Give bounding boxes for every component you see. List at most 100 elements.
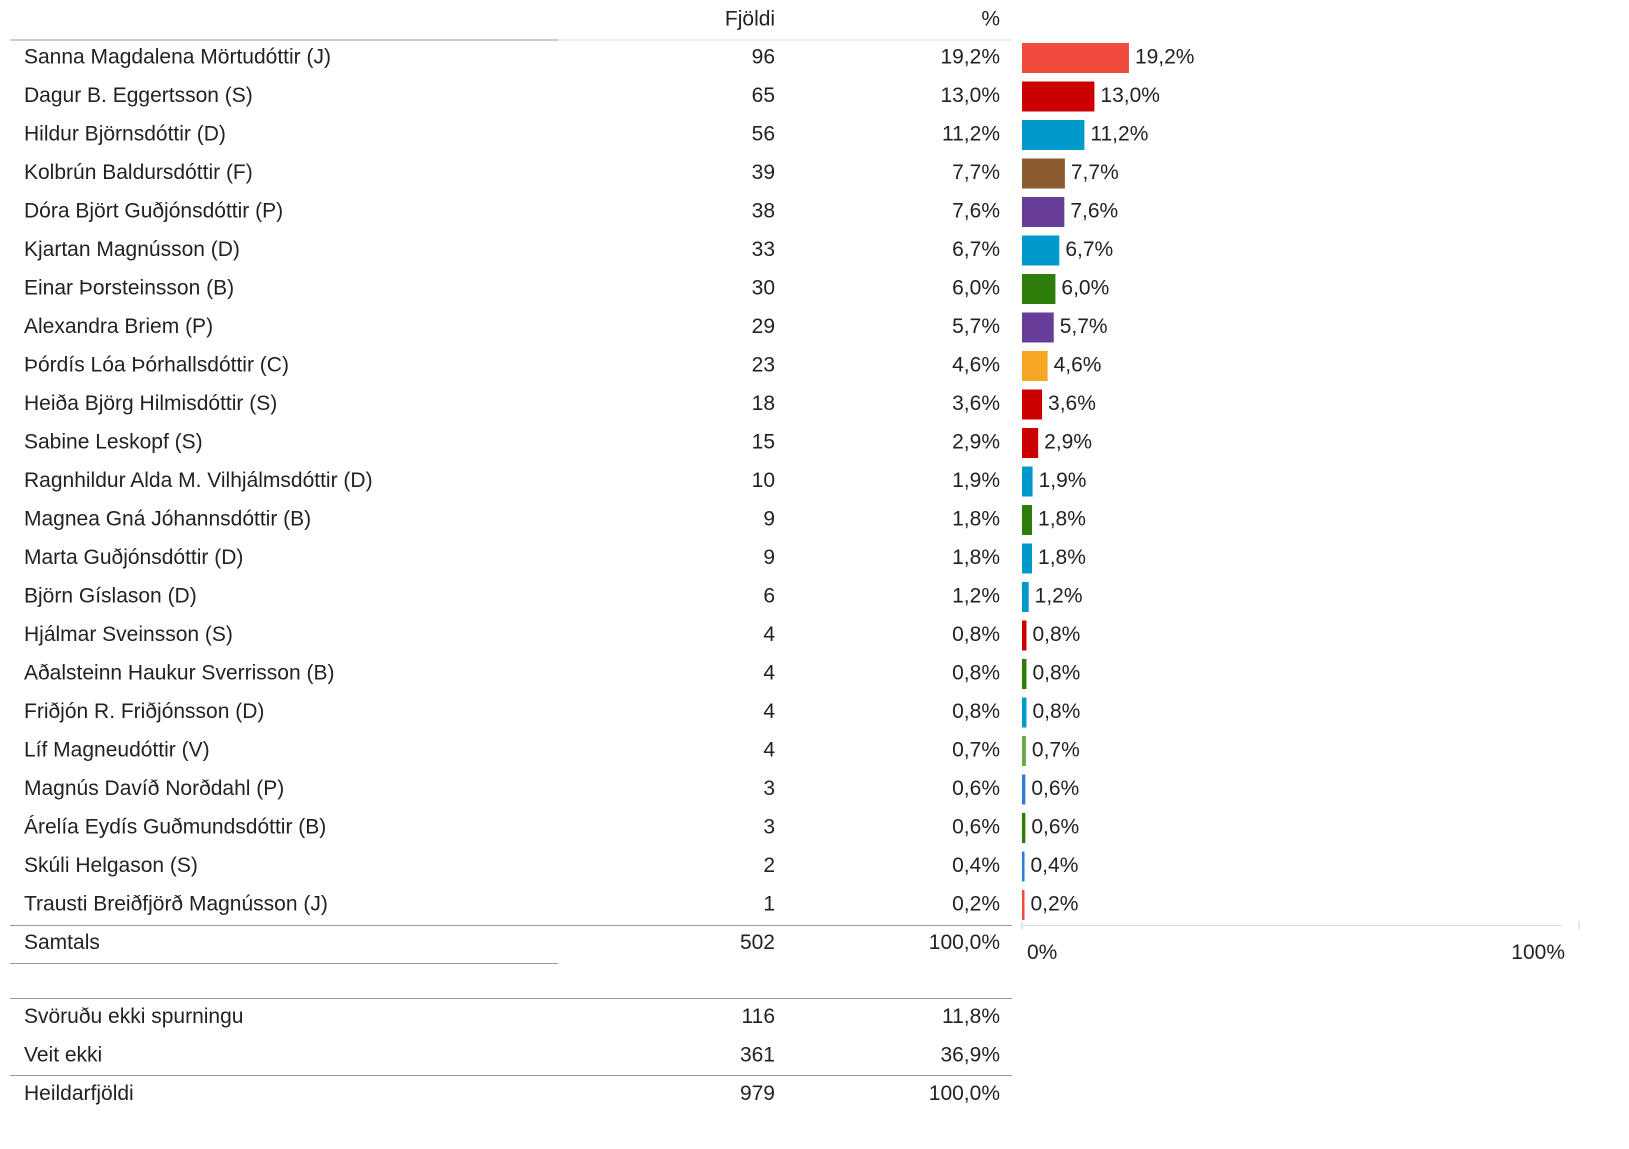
row-label: Skúli Helgason (S) [24, 854, 198, 877]
count-cell: 96 [752, 46, 775, 69]
bar-label: 3,6% [1048, 392, 1096, 415]
bar-label: 7,7% [1071, 161, 1119, 184]
bar-label: 13,0% [1100, 84, 1160, 107]
row-label: Marta Guðjónsdóttir (D) [24, 546, 243, 569]
count-cell: 4 [763, 700, 775, 723]
bar [1022, 81, 1095, 112]
count-cell: 33 [752, 238, 775, 261]
count-cell: 65 [752, 84, 775, 107]
bar-label: 7,6% [1070, 200, 1118, 223]
row-label: Björn Gíslason (D) [24, 585, 197, 608]
percent-cell: 100,0% [929, 1082, 1000, 1105]
bar [1022, 736, 1026, 766]
row-label: Heildarfjöldi [24, 1082, 134, 1105]
bar-label: 1,8% [1038, 508, 1086, 531]
count-cell: 30 [752, 277, 775, 300]
percent-cell: 2,9% [952, 431, 1000, 454]
count-cell: 979 [740, 1082, 775, 1105]
row-label: Ragnhildur Alda M. Vilhjálmsdóttir (D) [24, 469, 373, 492]
percent-cell: 100,0% [929, 931, 1000, 954]
row-label: Einar Þorsteinsson (B) [24, 277, 234, 300]
row-label: Hjálmar Sveinsson (S) [24, 623, 233, 646]
bar [1022, 197, 1065, 227]
percent-cell: 4,6% [952, 354, 1000, 377]
bar-label: 6,7% [1065, 238, 1113, 261]
count-cell: 39 [752, 161, 775, 184]
row-label: Svöruðu ekki spurningu [24, 1005, 243, 1028]
bar [1022, 851, 1025, 882]
count-cell: 56 [752, 123, 775, 146]
row-label: Þórdís Lóa Þórhallsdóttir (C) [24, 354, 289, 377]
count-cell: 4 [763, 662, 775, 685]
percent-cell: 0,8% [952, 700, 1000, 723]
bar-label: 2,9% [1044, 431, 1092, 454]
percent-cell: 13,0% [940, 84, 1000, 107]
bar-label: 1,2% [1035, 585, 1083, 608]
percent-cell: 0,4% [952, 854, 1000, 877]
bar-label: 0,8% [1032, 662, 1080, 685]
row-label: Árelía Eydís Guðmundsdóttir (B) [24, 816, 326, 839]
bar-label: 0,6% [1031, 816, 1079, 839]
count-cell: 3 [763, 777, 775, 800]
bar [1022, 120, 1085, 150]
bar [1022, 697, 1027, 728]
x-tick-label: 0% [1027, 941, 1057, 964]
percent-cell: 7,6% [952, 200, 1000, 223]
percent-cell: 5,7% [952, 315, 1000, 338]
row-label: Dagur B. Eggertsson (S) [24, 84, 253, 107]
percent-cell: 0,8% [952, 623, 1000, 646]
row-label: Friðjón R. Friðjónsson (D) [24, 700, 264, 723]
row-label: Samtals [24, 931, 100, 954]
bar-label: 0,8% [1032, 700, 1080, 723]
column-header: % [981, 8, 1000, 31]
row-label: Hildur Björnsdóttir (D) [24, 123, 226, 146]
count-cell: 9 [763, 546, 775, 569]
column-header: Fjöldi [725, 8, 775, 31]
count-cell: 3 [763, 816, 775, 839]
bar [1022, 351, 1048, 381]
percent-cell: 6,7% [952, 238, 1000, 261]
bar-label: 0,4% [1031, 854, 1079, 877]
percent-cell: 11,8% [942, 1005, 1000, 1028]
bar-label: 19,2% [1135, 46, 1195, 69]
percent-cell: 19,2% [940, 46, 1000, 69]
bar [1022, 466, 1033, 497]
bar [1022, 813, 1026, 843]
percent-cell: 1,9% [952, 469, 1000, 492]
count-cell: 23 [752, 354, 775, 377]
count-cell: 15 [752, 431, 775, 454]
count-cell: 38 [752, 200, 775, 223]
bar [1022, 235, 1060, 266]
bar [1022, 312, 1054, 343]
row-label: Heiða Björg Hilmisdóttir (S) [24, 392, 277, 415]
row-label: Dóra Björt Guðjónsdóttir (P) [24, 200, 283, 223]
bar [1022, 158, 1065, 189]
percent-cell: 0,6% [952, 816, 1000, 839]
bar-label: 6,0% [1061, 277, 1109, 300]
bar-label: 1,9% [1039, 469, 1087, 492]
count-cell: 4 [763, 623, 775, 646]
bar-label: 4,6% [1054, 354, 1102, 377]
bar-label: 1,8% [1038, 546, 1086, 569]
row-label: Veit ekki [24, 1044, 102, 1067]
count-cell: 502 [740, 931, 775, 954]
percent-cell: 0,2% [952, 893, 1000, 916]
percent-cell: 0,7% [952, 739, 1000, 762]
percent-cell: 1,8% [952, 546, 1000, 569]
percent-cell: 6,0% [952, 277, 1000, 300]
count-cell: 9 [763, 508, 775, 531]
percent-cell: 0,8% [952, 662, 1000, 685]
count-cell: 6 [763, 585, 775, 608]
bar [1022, 774, 1026, 805]
percent-cell: 36,9% [940, 1044, 1000, 1067]
bar [1022, 543, 1033, 574]
bar [1022, 620, 1027, 651]
percent-cell: 0,6% [952, 777, 1000, 800]
bar [1022, 389, 1043, 420]
row-label: Sabine Leskopf (S) [24, 431, 203, 454]
count-cell: 29 [752, 315, 775, 338]
row-label: Kjartan Magnússon (D) [24, 238, 240, 261]
row-label: Magnús Davíð Norðdahl (P) [24, 777, 284, 800]
count-cell: 2 [763, 854, 775, 877]
